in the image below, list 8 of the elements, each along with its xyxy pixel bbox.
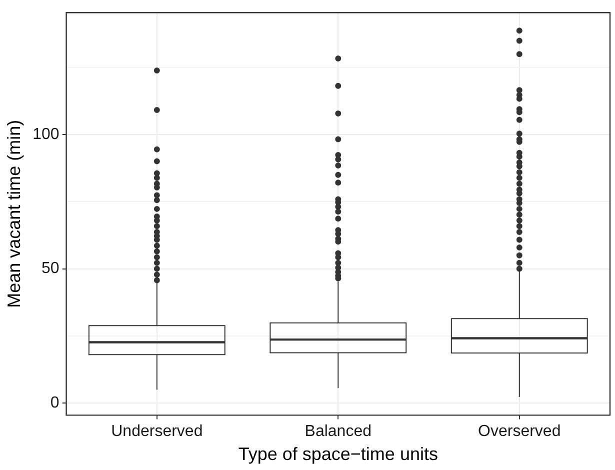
y-axis-title: Mean vacant time (min) <box>4 120 24 308</box>
y-tick-label: 100 <box>32 126 60 144</box>
y-tick-label: 50 <box>42 260 60 278</box>
x-tick-label: Underserved <box>111 423 203 440</box>
x-axis-title: Type of space−time units <box>238 444 438 464</box>
x-tick-label: Balanced <box>304 423 372 440</box>
x-tick-label: Overserved <box>478 423 561 440</box>
y-tick-label: 0 <box>50 394 60 412</box>
